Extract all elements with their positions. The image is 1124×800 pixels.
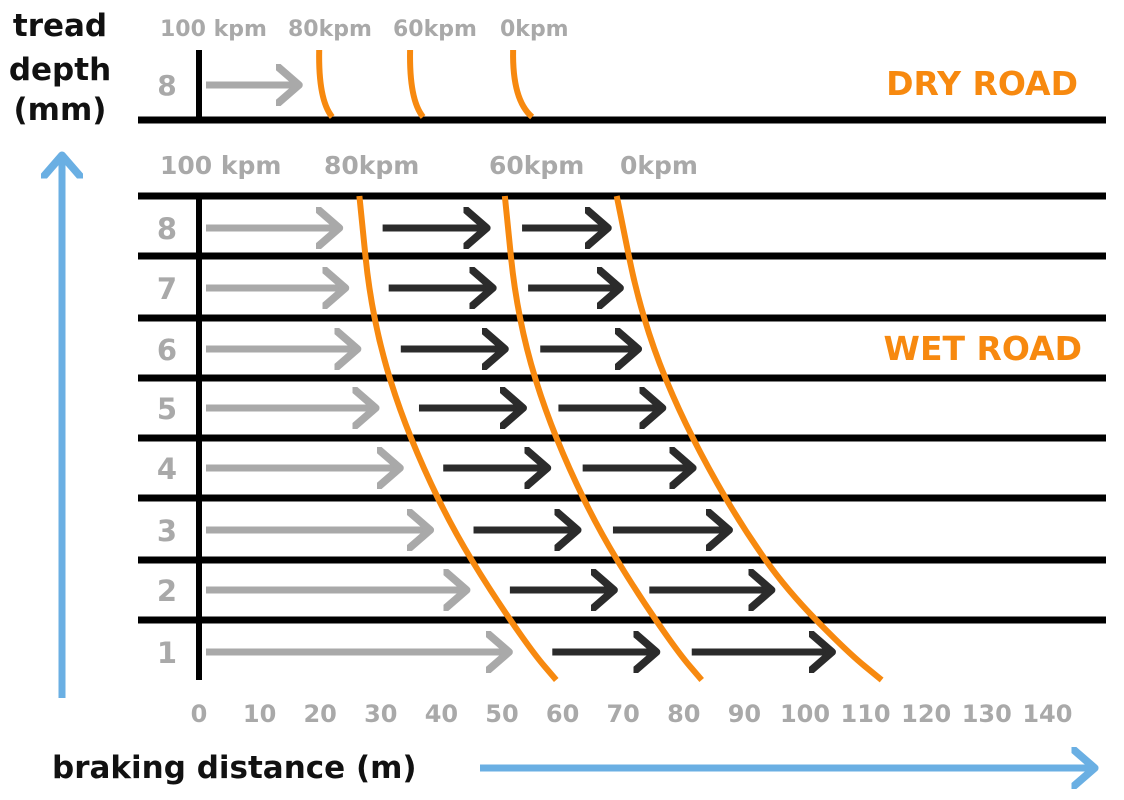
dry-road-section: 100 kpm 80kpm 60kpm 0kpm 8 DRY ROAD xyxy=(138,17,1106,124)
wet-road-section: 100 kpm 80kpm 60kpm 0kpm WET ROAD 8 7 6 5 4 3… xyxy=(138,151,1106,683)
x-tick-label: 80 xyxy=(667,700,700,728)
x-tick-label: 20 xyxy=(303,700,336,728)
tread-depth-label: 4 xyxy=(157,452,177,486)
wet-curve-60kpm xyxy=(501,195,704,682)
x-tick-label: 100 xyxy=(780,700,830,728)
dry-speed-label-0: 0kpm xyxy=(500,17,569,42)
x-tick-label: 30 xyxy=(364,700,397,728)
tread-depth-label: 1 xyxy=(157,636,177,670)
wet-curve-0kpm xyxy=(613,195,884,683)
dry-speed-label-80: 80kpm xyxy=(288,17,372,42)
tread-depth-label: 2 xyxy=(157,574,177,608)
dry-road-title: DRY ROAD xyxy=(886,64,1078,103)
x-tick-label: 50 xyxy=(485,700,518,728)
x-tick-label: 0 xyxy=(191,700,208,728)
tread-depth-label: 5 xyxy=(157,392,177,426)
x-tick-label: 90 xyxy=(728,700,761,728)
y-axis-title-line-2: depth xyxy=(9,52,111,88)
dry-speed-label-100: 100 kpm xyxy=(160,17,267,42)
dry-tread-depth-label: 8 xyxy=(157,69,176,102)
x-tick-label: 40 xyxy=(425,700,458,728)
x-tick-label: 70 xyxy=(606,700,639,728)
wet-speed-label-80: 80kpm xyxy=(324,151,419,180)
x-axis-title: braking distance (m) xyxy=(52,750,417,786)
wet-road-title: WET ROAD xyxy=(884,329,1082,368)
x-tick-label: 120 xyxy=(901,700,951,728)
y-axis-title-line-1: tread xyxy=(13,8,107,44)
tread-depth-label: 3 xyxy=(157,514,177,548)
wet-curve-80kpm xyxy=(356,195,559,682)
dry-curve-0kpm xyxy=(510,49,535,120)
x-tick-label: 130 xyxy=(962,700,1012,728)
x-axis-ticks: 0 10 20 30 40 50 60 70 80 90 100 110 120 130 140 xyxy=(191,700,1073,728)
dry-curve-80kpm xyxy=(316,49,335,119)
tread-depth-label: 8 xyxy=(157,212,177,246)
y-axis-title-line-3: (mm) xyxy=(14,92,107,128)
wet-speed-label-0: 0kpm xyxy=(620,151,698,180)
tread-depth-label: 7 xyxy=(157,272,177,306)
x-tick-label: 110 xyxy=(841,700,891,728)
dry-curve-60kpm xyxy=(407,49,426,119)
wet-speed-label-100: 100 kpm xyxy=(160,151,281,180)
x-tick-label: 10 xyxy=(243,700,276,728)
wet-speed-label-60: 60kpm xyxy=(489,151,584,180)
x-tick-label: 60 xyxy=(546,700,579,728)
tread-depth-label: 6 xyxy=(157,333,177,367)
x-tick-label: 140 xyxy=(1022,700,1072,728)
dry-speed-label-60: 60kpm xyxy=(393,17,477,42)
